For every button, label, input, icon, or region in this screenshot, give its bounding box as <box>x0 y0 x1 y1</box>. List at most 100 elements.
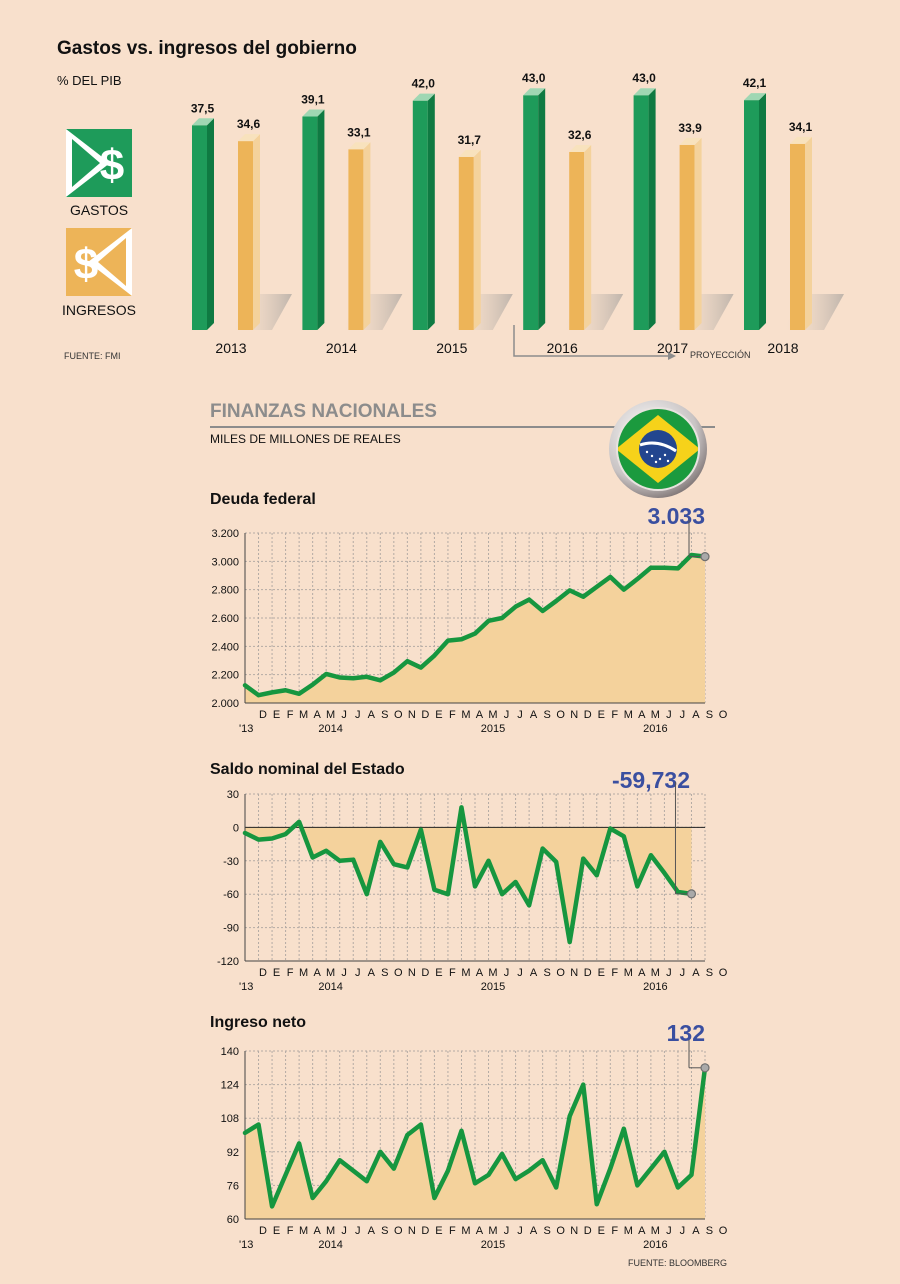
x-year-label: '13 <box>239 1239 253 1251</box>
y-tick-label: 92 <box>227 1147 239 1159</box>
x-month-label: J <box>680 967 686 979</box>
legend-ingresos-label: INGRESOS <box>62 302 136 318</box>
x-month-label: E <box>435 967 442 979</box>
x-month-label: E <box>273 1225 280 1237</box>
x-month-label: J <box>680 1225 686 1237</box>
x-month-label: D <box>584 967 592 979</box>
bar-gastos <box>523 88 546 330</box>
last-point-marker <box>700 552 710 562</box>
y-tick-label: 0 <box>233 822 239 834</box>
x-month-label: O <box>556 967 565 979</box>
balance-last-value: -59,732 <box>611 767 690 793</box>
bar-gastos <box>192 118 214 330</box>
y-tick-label: 2.000 <box>211 698 239 710</box>
bar-value-label: 32,6 <box>568 128 592 142</box>
x-month-label: O <box>719 967 728 979</box>
x-month-label: A <box>692 1225 700 1237</box>
svg-text:$: $ <box>100 141 124 190</box>
x-month-label: A <box>530 1225 538 1237</box>
x-month-label: M <box>651 967 660 979</box>
x-month-label: D <box>259 1225 267 1237</box>
x-year-label: 2014 <box>318 981 342 993</box>
income-chart-title: Ingreso neto <box>210 1014 307 1031</box>
x-month-label: A <box>476 967 484 979</box>
bar-value-label: 43,0 <box>632 71 656 85</box>
data-line <box>242 552 708 698</box>
x-month-label: D <box>259 967 267 979</box>
y-tick-label: 76 <box>227 1180 239 1192</box>
x-year-label: 2015 <box>481 723 505 735</box>
unit-label: % DEL PIB <box>57 73 122 88</box>
y-tick-label: 30 <box>227 789 239 801</box>
x-month-label: A <box>313 709 321 721</box>
x-month-label: M <box>326 967 335 979</box>
bar-value-label: 43,0 <box>522 71 546 85</box>
projection-arrow <box>513 325 676 360</box>
x-month-label: N <box>408 1225 416 1237</box>
x-month-label: J <box>680 709 686 721</box>
bar-year-label: 2013 <box>215 340 246 356</box>
x-month-label: A <box>530 967 538 979</box>
x-year-label: 2015 <box>481 981 505 993</box>
source-fmi: FUENTE: FMI <box>64 351 121 361</box>
x-month-label: J <box>517 967 523 979</box>
x-month-label: M <box>299 709 308 721</box>
x-month-label: D <box>584 709 592 721</box>
x-month-label: O <box>719 709 728 721</box>
y-tick-label: 3.000 <box>211 556 239 568</box>
bar-year-label: 2014 <box>326 340 357 356</box>
y-tick-label: -90 <box>223 923 239 935</box>
x-month-label: O <box>394 1225 403 1237</box>
bar-gastos <box>744 93 766 330</box>
x-month-label: S <box>706 967 713 979</box>
x-month-label: S <box>543 1225 550 1237</box>
x-month-label: F <box>287 1225 294 1237</box>
x-month-label: N <box>570 967 578 979</box>
x-month-label: M <box>651 1225 660 1237</box>
x-month-label: S <box>706 709 713 721</box>
x-month-label: J <box>355 709 361 721</box>
y-tick-label: -30 <box>223 856 239 868</box>
section-title: FINANZAS NACIONALES <box>210 401 437 422</box>
legend-gastos-label: GASTOS <box>69 202 129 218</box>
x-month-label: J <box>666 709 672 721</box>
bar-gastos <box>302 109 325 330</box>
x-month-label: O <box>556 1225 565 1237</box>
x-month-label: M <box>326 709 335 721</box>
bar-value-label: 31,7 <box>458 133 482 147</box>
x-month-label: M <box>624 1225 633 1237</box>
x-month-label: A <box>368 709 376 721</box>
x-month-label: M <box>299 967 308 979</box>
x-month-label: J <box>666 967 672 979</box>
x-month-label: A <box>638 709 646 721</box>
bar-value-label: 42,1 <box>743 76 767 90</box>
svg-text:$: $ <box>74 240 98 289</box>
y-tick-label: 3.200 <box>211 528 239 540</box>
bar-ingresos <box>348 142 371 330</box>
y-tick-label: 60 <box>227 1214 239 1226</box>
x-month-label: M <box>488 1225 497 1237</box>
bar-value-label: 37,5 <box>191 101 215 115</box>
x-month-label: E <box>273 967 280 979</box>
x-month-label: E <box>598 967 605 979</box>
page-title: Gastos vs. ingresos del gobierno <box>57 38 357 59</box>
x-month-label: E <box>598 709 605 721</box>
x-month-label: S <box>543 967 550 979</box>
x-month-label: J <box>355 1225 361 1237</box>
x-year-label: 2015 <box>481 1239 505 1251</box>
x-month-label: N <box>408 967 416 979</box>
x-month-label: J <box>341 1225 347 1237</box>
data-line <box>242 1065 708 1209</box>
x-month-label: S <box>543 709 550 721</box>
source-bloomberg: FUENTE: BLOOMBERG <box>628 1258 728 1268</box>
x-month-label: F <box>287 709 294 721</box>
x-month-label: F <box>611 967 618 979</box>
x-month-label: A <box>368 1225 376 1237</box>
x-month-label: S <box>381 709 388 721</box>
x-year-label: 2016 <box>643 723 667 735</box>
x-month-label: D <box>259 709 267 721</box>
bar-value-label: 42,0 <box>412 77 436 91</box>
x-month-label: F <box>449 1225 456 1237</box>
x-year-label: '13 <box>239 723 253 735</box>
section-divider <box>210 426 715 428</box>
